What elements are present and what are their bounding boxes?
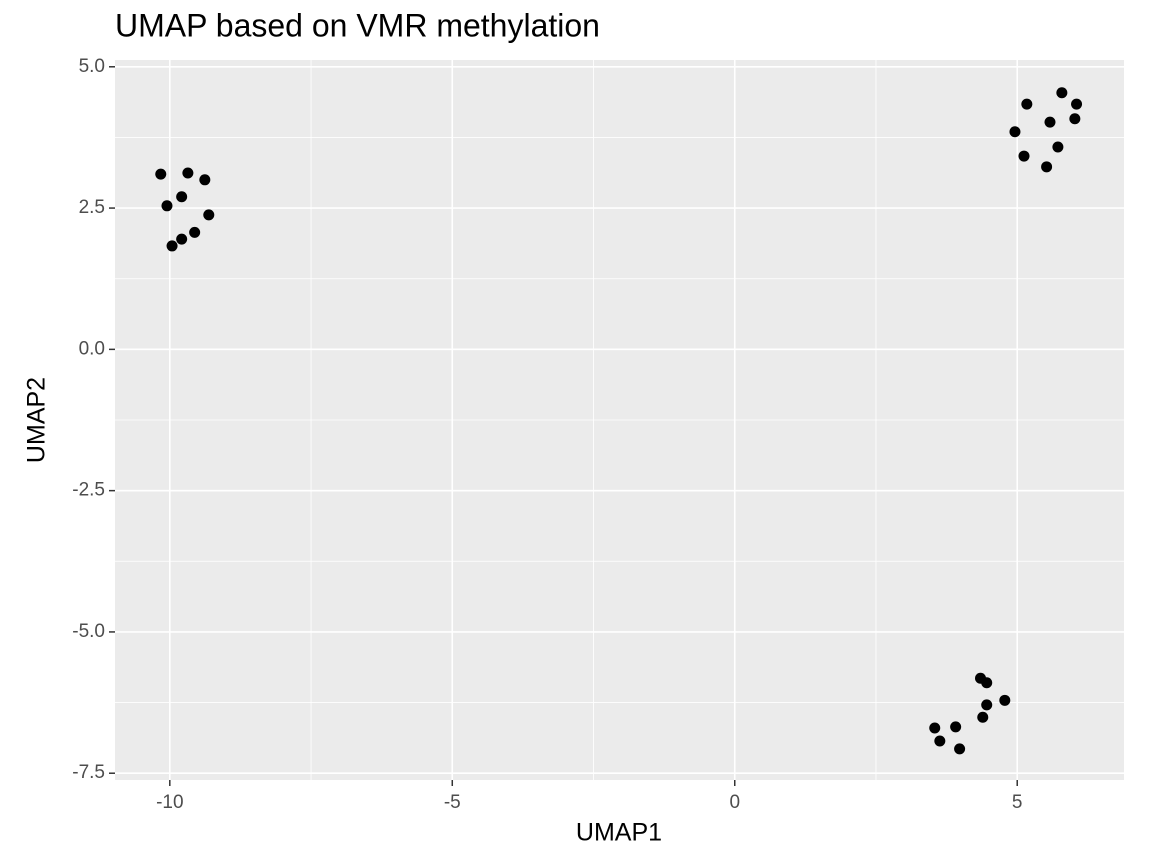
point	[1052, 141, 1064, 153]
point	[1009, 126, 1021, 138]
x-axis-title: UMAP1	[576, 819, 662, 847]
point	[1018, 150, 1030, 162]
point	[1044, 116, 1056, 128]
point	[189, 226, 201, 238]
point	[176, 191, 188, 203]
y-tick-label: 5.0	[79, 56, 105, 77]
point	[981, 677, 993, 689]
point	[199, 174, 211, 186]
x-tick-label: -10	[156, 792, 183, 813]
point	[977, 711, 989, 723]
point	[999, 694, 1011, 706]
point	[954, 743, 966, 755]
point	[1041, 161, 1053, 173]
point	[161, 200, 173, 212]
point	[1071, 98, 1083, 110]
y-tick-label: 0.0	[79, 338, 105, 359]
point	[166, 240, 178, 252]
point	[929, 722, 941, 734]
y-tick-label: -5.0	[72, 621, 105, 642]
point	[182, 167, 194, 179]
chart-title: UMAP based on VMR methylation	[115, 7, 600, 43]
point	[176, 233, 188, 245]
y-tick-label: -7.5	[72, 762, 105, 783]
y-axis-title: UMAP2	[23, 377, 51, 463]
point	[155, 168, 167, 180]
x-tick-label: 5	[1012, 792, 1023, 813]
point	[934, 735, 946, 747]
x-tick-label: -5	[444, 792, 461, 813]
x-tick-label: 0	[729, 792, 740, 813]
y-tick-label: 2.5	[79, 197, 105, 218]
point	[1069, 113, 1081, 125]
point	[950, 721, 962, 733]
point	[1021, 98, 1033, 110]
point	[203, 209, 215, 221]
point	[981, 699, 993, 711]
y-tick-label: -2.5	[72, 480, 105, 501]
point	[1056, 87, 1068, 99]
